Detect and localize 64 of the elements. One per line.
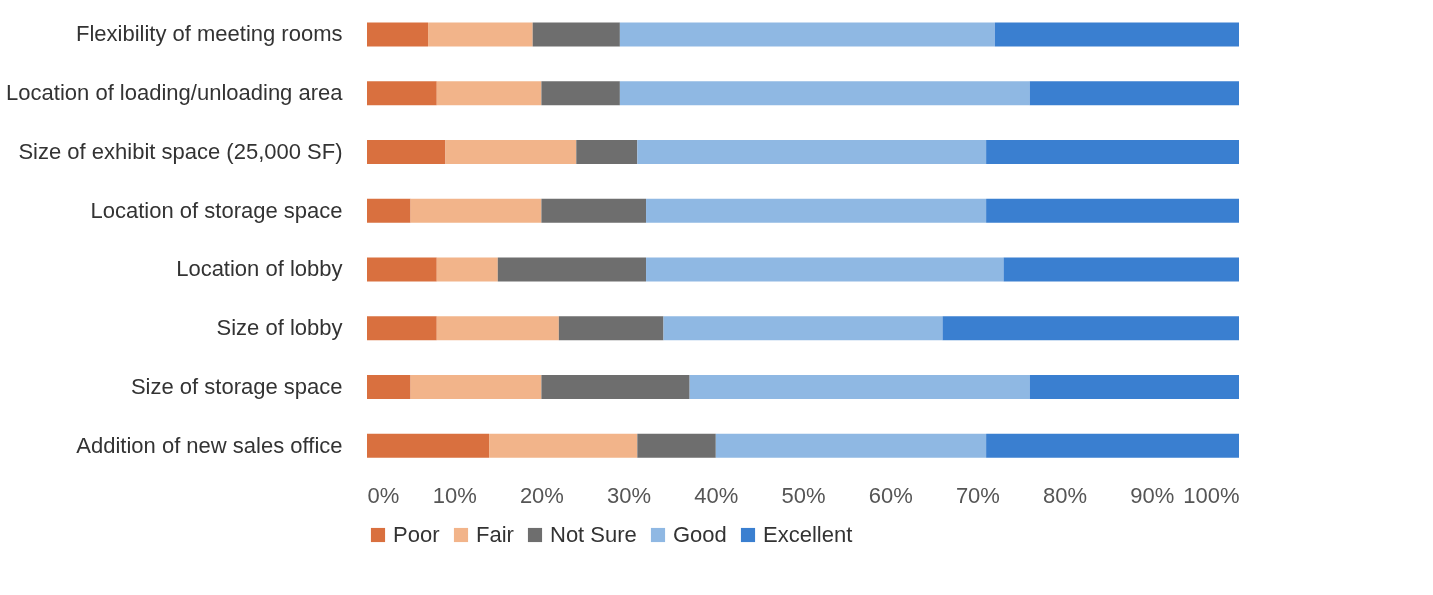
y-tick-label: Size of exhibit space (25,000 SF) (18, 138, 343, 164)
bar (367, 139, 446, 164)
bar (367, 433, 490, 458)
x-tick-label: 40% (694, 482, 739, 508)
y-tick-label: Location of storage space (90, 197, 343, 223)
bar (1003, 257, 1239, 282)
y-tick-label: Location of loading/unloading area (6, 80, 344, 106)
y-tick-label: Location of lobby (176, 256, 343, 282)
x-tick-label: 30% (607, 482, 652, 508)
bar (410, 198, 542, 223)
bar (532, 22, 620, 47)
bar (436, 316, 559, 341)
x-tick-label: 20% (519, 482, 564, 508)
x-tick-label: 10% (432, 482, 477, 508)
bar (576, 139, 638, 164)
bar (367, 22, 429, 47)
bar (715, 433, 987, 458)
bar (986, 198, 1239, 223)
bar (436, 257, 498, 282)
bar (497, 257, 647, 282)
bar (445, 139, 577, 164)
x-tick-label: 80% (1043, 482, 1088, 508)
bar (367, 198, 411, 223)
bar (489, 433, 638, 458)
bar (367, 81, 437, 106)
bar (428, 22, 533, 47)
x-tick-label: 0% (367, 482, 400, 508)
bar (558, 316, 664, 341)
bar (646, 198, 987, 223)
y-tick-label: Addition of new sales office (76, 432, 343, 458)
bar (367, 374, 411, 399)
bar (436, 81, 542, 106)
bar (942, 316, 1239, 341)
x-tick-label: 100% (1183, 482, 1240, 508)
x-tick-label: 70% (955, 482, 1000, 508)
bar (637, 139, 987, 164)
legend-label: Excellent (763, 522, 853, 547)
bar (541, 81, 620, 106)
bar (619, 81, 1030, 106)
legend-label: Fair (476, 522, 514, 547)
bar (986, 139, 1239, 164)
x-tick-label: 60% (868, 482, 913, 508)
y-tick-label: Flexibility of meeting rooms (75, 21, 343, 47)
bar (1029, 81, 1239, 106)
bar (619, 22, 995, 47)
legend-label: Not Sure (550, 522, 637, 547)
bar (410, 374, 542, 399)
bar (994, 22, 1239, 47)
bar (541, 374, 690, 399)
legend-label: Good (673, 522, 727, 547)
x-tick-label: 90% (1130, 482, 1175, 508)
bar (1029, 374, 1239, 399)
bar (367, 257, 437, 282)
bar (646, 257, 1004, 282)
bar (637, 433, 716, 458)
x-tick-label: 50% (781, 482, 826, 508)
bar (986, 433, 1239, 458)
bar (367, 316, 437, 341)
bar (541, 198, 647, 223)
bar (689, 374, 1030, 399)
legend-label: Poor (393, 522, 440, 547)
y-tick-label: Size of storage space (130, 373, 343, 399)
y-tick-label: Size of lobby (216, 315, 343, 341)
bar (663, 316, 943, 341)
